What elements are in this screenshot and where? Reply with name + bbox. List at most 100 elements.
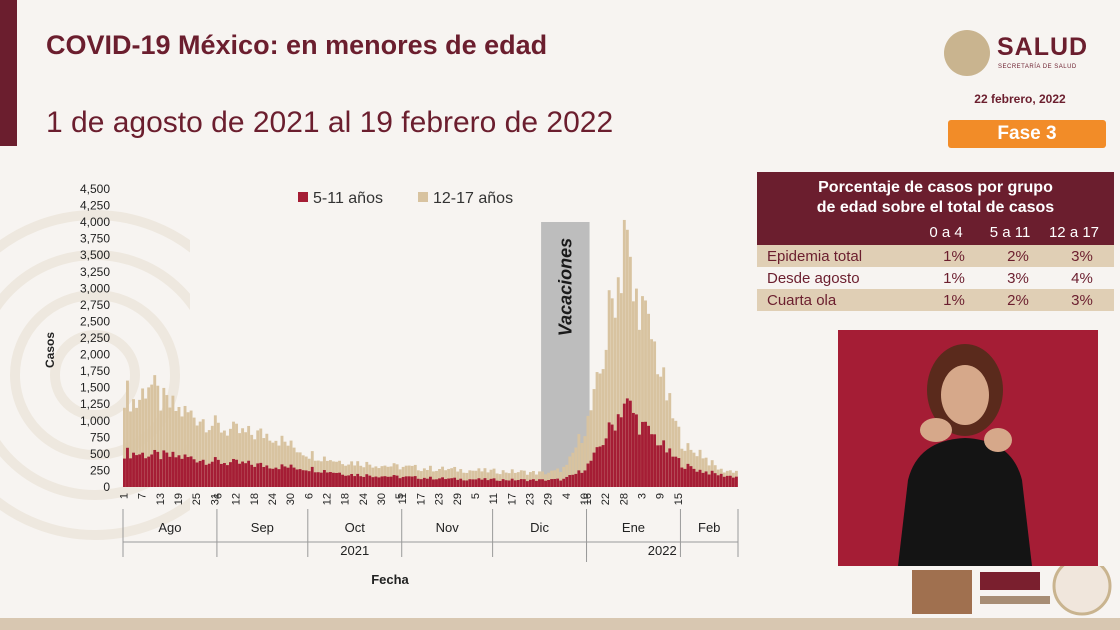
bar-5-11 <box>150 454 154 487</box>
bar-5-11 <box>432 479 435 487</box>
bar-12-17 <box>586 415 590 487</box>
bar-12-17 <box>674 420 678 487</box>
y-tick-label: 1,250 <box>80 397 110 411</box>
bar-5-11 <box>304 470 308 487</box>
bar-5-11 <box>313 472 317 487</box>
bar-12-17 <box>210 425 214 487</box>
bar-5-11 <box>728 475 732 487</box>
x-tick-label: 5 <box>470 493 482 499</box>
bar-5-11 <box>189 456 193 487</box>
bar-12-17 <box>410 465 414 487</box>
bar-5-11 <box>298 469 302 487</box>
bar-5-11 <box>519 479 523 487</box>
bar-12-17 <box>535 474 538 487</box>
bar-5-11 <box>389 476 393 487</box>
bar-5-11 <box>241 461 245 487</box>
bar-12-17 <box>165 395 169 487</box>
bar-12-17 <box>407 465 411 487</box>
bar-5-11 <box>477 478 481 487</box>
vacation-band <box>541 222 590 487</box>
bar-5-11 <box>441 477 444 487</box>
bar-5-11 <box>719 473 723 487</box>
row-label: Epidemia total <box>767 247 863 265</box>
bar-5-11 <box>192 459 196 487</box>
bar-5-11 <box>634 414 638 487</box>
bar-12-17 <box>631 301 635 487</box>
x-tick-label: 23 <box>524 493 536 505</box>
bar-12-17 <box>565 464 569 487</box>
bar-12-17 <box>253 439 257 487</box>
x-tick-label: 23 <box>434 493 446 505</box>
phase-badge: Fase 3 <box>948 120 1106 148</box>
bar-12-17 <box>286 445 290 487</box>
x-tick-label: 19 <box>173 493 185 505</box>
bar-12-17 <box>559 472 563 487</box>
bar-12-17 <box>553 470 557 487</box>
bar-5-11 <box>156 451 160 487</box>
bar-5-11 <box>210 461 214 487</box>
bar-5-11 <box>383 476 387 487</box>
x-tick-label: 12 <box>321 493 333 505</box>
x-tick-label: 30 <box>376 493 388 505</box>
bar-5-11 <box>616 414 620 487</box>
bar-12-17 <box>144 398 148 487</box>
bar-5-11 <box>565 476 569 487</box>
bar-5-11 <box>216 459 220 487</box>
bar-12-17 <box>544 474 547 487</box>
bar-12-17 <box>595 372 599 487</box>
bar-5-11 <box>310 466 314 487</box>
bar-5-11 <box>356 473 360 487</box>
y-tick-label: 1,750 <box>80 364 110 378</box>
bar-5-11 <box>710 470 714 487</box>
bar-12-17 <box>547 472 551 487</box>
bar-5-11 <box>153 449 157 487</box>
bar-12-17 <box>601 369 605 487</box>
bar-12-17 <box>189 410 193 487</box>
bar-5-11 <box>695 471 699 487</box>
bar-5-11 <box>483 478 487 487</box>
bar-12-17 <box>501 470 505 487</box>
bar-5-11 <box>404 476 408 487</box>
bar-12-17 <box>129 411 132 487</box>
bar-12-17 <box>262 438 266 487</box>
bar-5-11 <box>677 458 681 487</box>
bar-5-11 <box>613 430 617 487</box>
bar-12-17 <box>292 447 296 487</box>
bar-5-11 <box>362 476 366 487</box>
bottom-bar <box>0 618 1120 630</box>
bar-12-17 <box>456 471 460 487</box>
x-tick-label: 30 <box>285 493 297 505</box>
bar-12-17 <box>174 410 178 487</box>
bar-12-17 <box>247 425 251 487</box>
bar-5-11 <box>680 467 684 487</box>
bar-12-17 <box>528 472 532 487</box>
bar-5-11 <box>731 477 735 487</box>
y-tick-label: 2,000 <box>80 348 110 362</box>
bar-12-17 <box>195 425 199 487</box>
bar-5-11 <box>280 464 284 487</box>
bar-5-11 <box>268 468 272 487</box>
bar-5-11 <box>295 469 299 487</box>
bar-12-17 <box>659 376 663 487</box>
bar-5-11 <box>174 457 178 487</box>
bar-12-17 <box>574 447 578 487</box>
bar-5-11 <box>619 417 623 487</box>
bar-5-11 <box>425 478 429 487</box>
bar-5-11 <box>559 480 563 487</box>
cell: 2% <box>1007 291 1029 309</box>
bar-5-11 <box>513 480 517 487</box>
bar-5-11 <box>413 476 417 487</box>
bar-12-17 <box>183 405 187 487</box>
y-tick-label: 4,250 <box>80 199 110 213</box>
x-tick-label: 11 <box>397 493 409 504</box>
bar-12-17 <box>580 442 584 487</box>
bar-12-17 <box>153 375 157 487</box>
bar-12-17 <box>662 367 666 487</box>
bar-12-17 <box>271 442 275 487</box>
bar-12-17 <box>425 469 429 487</box>
bar-5-11 <box>498 480 502 487</box>
bar-5-11 <box>253 466 257 487</box>
bar-5-11 <box>589 460 593 487</box>
salud-logo-subtext: SECRETARÍA DE SALUD <box>998 64 1077 70</box>
bar-12-17 <box>613 317 617 487</box>
